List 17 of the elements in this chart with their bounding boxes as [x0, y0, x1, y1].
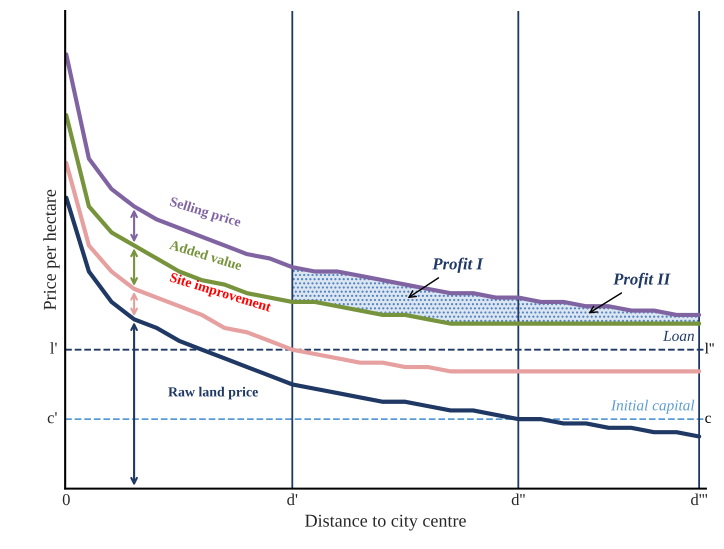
annotation: Profit II	[613, 272, 671, 288]
x-axis-title: Distance to city centre	[305, 514, 466, 531]
annotation: l''	[704, 342, 714, 354]
annotation: Initial capital	[610, 400, 694, 414]
x-tick-label: d'''	[691, 493, 708, 506]
series-label: Raw land price	[168, 386, 258, 400]
annotation: c	[705, 416, 711, 423]
x-tick-label: d'	[287, 493, 298, 506]
legend-label: Selling price	[168, 196, 242, 230]
annotation: Profit I	[432, 258, 484, 273]
annotation: Loan	[663, 330, 694, 342]
ref-line-label: l'	[50, 342, 57, 354]
legend-label: Added value	[168, 239, 243, 270]
ref-line-label: c'	[48, 412, 57, 424]
x-tick-label: d''	[512, 493, 525, 506]
y-axis-title: Price per hectare	[43, 190, 60, 310]
x-tick-label: 0	[62, 494, 70, 506]
